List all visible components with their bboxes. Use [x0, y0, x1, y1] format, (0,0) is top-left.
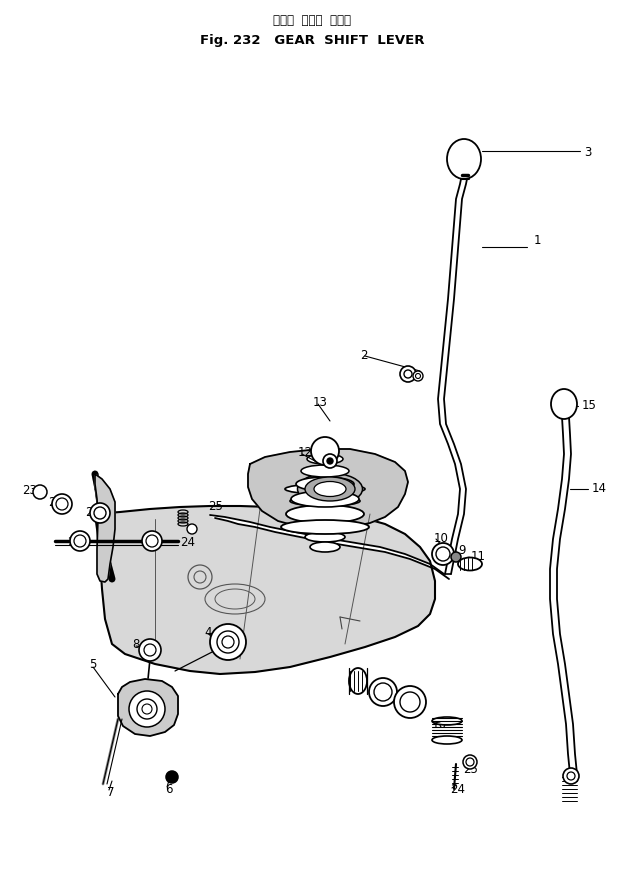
- Circle shape: [400, 367, 416, 383]
- Text: 14: 14: [592, 481, 607, 494]
- Text: 16: 16: [432, 718, 447, 731]
- Text: 12: 12: [298, 445, 313, 458]
- Text: 20: 20: [85, 506, 100, 519]
- Ellipse shape: [290, 496, 360, 507]
- Circle shape: [210, 625, 246, 660]
- Circle shape: [139, 640, 161, 661]
- Ellipse shape: [281, 520, 369, 534]
- Text: 9: 9: [458, 543, 466, 556]
- Circle shape: [327, 458, 333, 464]
- Ellipse shape: [314, 482, 346, 497]
- Text: 8: 8: [132, 638, 139, 650]
- Text: 24: 24: [450, 782, 465, 796]
- Circle shape: [129, 691, 165, 727]
- Text: 6: 6: [165, 782, 172, 796]
- Text: 5: 5: [89, 657, 96, 671]
- Circle shape: [463, 755, 477, 769]
- Circle shape: [33, 486, 47, 500]
- Polygon shape: [95, 475, 115, 582]
- Text: ギヤー  シフト  レバー: ギヤー シフト レバー: [273, 13, 351, 27]
- Text: 1: 1: [534, 233, 541, 246]
- Circle shape: [90, 503, 110, 524]
- Circle shape: [432, 543, 454, 565]
- Circle shape: [70, 532, 90, 551]
- Ellipse shape: [310, 542, 340, 552]
- Text: Fig. 232   GEAR  SHIFT  LEVER: Fig. 232 GEAR SHIFT LEVER: [200, 34, 424, 46]
- Ellipse shape: [349, 668, 367, 695]
- Circle shape: [166, 771, 178, 783]
- Text: 4: 4: [204, 626, 211, 639]
- Ellipse shape: [307, 455, 343, 464]
- Ellipse shape: [432, 717, 462, 725]
- Text: 13: 13: [313, 395, 328, 408]
- Ellipse shape: [286, 505, 364, 524]
- Polygon shape: [118, 680, 178, 736]
- Text: 15: 15: [582, 398, 597, 411]
- Ellipse shape: [447, 140, 481, 180]
- Ellipse shape: [298, 473, 362, 505]
- Polygon shape: [95, 507, 435, 674]
- Ellipse shape: [432, 736, 462, 744]
- Ellipse shape: [305, 478, 355, 501]
- Text: 23: 23: [22, 483, 37, 496]
- Circle shape: [413, 371, 423, 382]
- Ellipse shape: [305, 532, 345, 542]
- Circle shape: [311, 438, 339, 465]
- Text: 11: 11: [471, 549, 486, 562]
- Text: 2: 2: [360, 348, 368, 361]
- Ellipse shape: [295, 509, 355, 518]
- Text: 25: 25: [208, 500, 223, 513]
- Polygon shape: [550, 417, 577, 774]
- Ellipse shape: [301, 465, 349, 478]
- Polygon shape: [438, 175, 468, 574]
- Ellipse shape: [291, 492, 359, 508]
- Text: 7: 7: [107, 786, 114, 798]
- Text: 18: 18: [376, 685, 391, 697]
- Circle shape: [187, 525, 197, 534]
- Ellipse shape: [300, 520, 350, 531]
- Ellipse shape: [296, 478, 354, 492]
- Polygon shape: [248, 449, 408, 530]
- Text: 21: 21: [143, 532, 158, 545]
- Circle shape: [394, 687, 426, 719]
- Circle shape: [451, 552, 461, 563]
- Polygon shape: [210, 516, 449, 579]
- Text: 21: 21: [67, 536, 82, 549]
- Text: 3: 3: [584, 145, 591, 159]
- Circle shape: [323, 455, 337, 469]
- Circle shape: [52, 494, 72, 515]
- Text: 17: 17: [396, 696, 411, 710]
- Text: 19: 19: [349, 673, 364, 687]
- Circle shape: [369, 679, 397, 706]
- Text: 22: 22: [48, 496, 63, 509]
- Text: 25: 25: [463, 763, 478, 775]
- Text: 10: 10: [434, 531, 449, 544]
- Text: 24: 24: [180, 535, 195, 548]
- Ellipse shape: [551, 390, 577, 420]
- Circle shape: [142, 532, 162, 551]
- Circle shape: [563, 768, 579, 784]
- Ellipse shape: [285, 485, 365, 494]
- Ellipse shape: [458, 558, 482, 571]
